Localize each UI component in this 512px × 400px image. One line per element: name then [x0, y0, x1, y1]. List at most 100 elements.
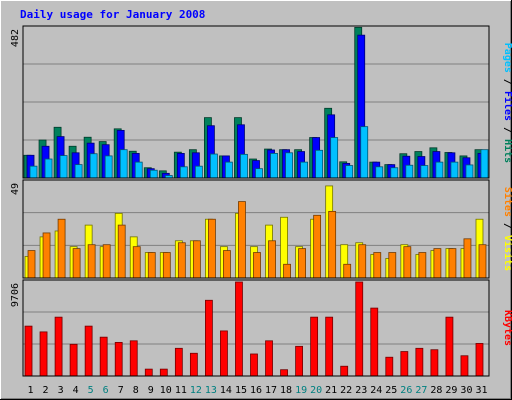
bar-pages-day-18 — [285, 152, 293, 179]
bar-sites-day-2 — [42, 232, 51, 279]
bar-kbytes-day-11 — [174, 347, 183, 377]
bar-kbytes-day-4 — [69, 343, 78, 377]
x-tick-label: 16 — [250, 385, 262, 396]
bar-sites-day-5 — [87, 244, 96, 279]
x-tick-label: 1 — [28, 385, 34, 396]
bar-kbytes-day-28 — [430, 349, 439, 377]
bar-kbytes-day-16 — [250, 353, 258, 377]
legend-visits-sites: Sites / Visits — [502, 187, 512, 271]
bar-kbytes-day-30 — [460, 355, 469, 377]
bar-sites-day-9 — [147, 252, 156, 279]
bar-pages-day-28 — [435, 161, 444, 179]
x-tick-label: 7 — [118, 385, 124, 396]
bar-kbytes-day-19 — [295, 345, 303, 377]
bar-sites-day-29 — [448, 248, 457, 279]
x-tick-label: 21 — [325, 385, 337, 396]
bar-sites-day-27 — [418, 252, 427, 279]
x-tick-label: 31 — [475, 385, 487, 396]
bar-pages-day-3 — [59, 155, 68, 179]
bar-sites-day-18 — [283, 263, 291, 279]
bar-pages-day-23 — [360, 126, 369, 179]
x-tick-label: 13 — [205, 385, 217, 396]
bar-pages-day-15 — [240, 153, 248, 179]
bar-kbytes-day-17 — [265, 340, 273, 377]
bar-pages-day-25 — [390, 167, 399, 179]
bar-pages-day-9 — [149, 169, 158, 179]
bar-pages-day-22 — [345, 165, 354, 179]
bar-sites-day-3 — [57, 218, 66, 279]
bar-pages-day-16 — [255, 168, 263, 179]
bar-kbytes-day-9 — [144, 368, 153, 377]
panel-kbytes: 9706 KBytes — [10, 279, 512, 377]
bar-pages-day-14 — [225, 161, 233, 179]
bar-kbytes-day-13 — [205, 299, 213, 377]
bar-kbytes-day-12 — [189, 352, 198, 377]
bar-kbytes-day-29 — [445, 316, 454, 377]
bar-sites-day-19 — [298, 248, 306, 279]
bar-sites-day-31 — [478, 244, 487, 279]
bar-sites-day-20 — [313, 214, 322, 279]
bar-pages-day-13 — [210, 153, 218, 179]
bar-pages-day-21 — [330, 137, 339, 179]
x-tick-label: 25 — [385, 385, 397, 396]
x-tick-label: 17 — [265, 385, 277, 396]
bar-kbytes-day-23 — [355, 281, 364, 377]
bar-sites-day-1 — [27, 250, 36, 279]
x-tick-label: 30 — [460, 385, 472, 396]
x-tick-label: 4 — [73, 385, 79, 396]
legend-word: / — [502, 217, 512, 235]
bar-pages-day-1 — [29, 165, 38, 179]
x-tick-label: 23 — [355, 385, 367, 396]
bar-kbytes-day-20 — [310, 316, 319, 377]
bar-sites-day-10 — [162, 252, 171, 279]
bar-pages-day-6 — [104, 155, 113, 179]
bar-sites-day-12 — [192, 240, 201, 279]
bar-kbytes-day-21 — [325, 316, 334, 377]
panels-layer: 482 Pages / Files / Hits 49 Sites / Visits 9… — [10, 25, 512, 377]
bar-sites-day-24 — [373, 252, 382, 279]
bar-kbytes-day-6 — [99, 336, 108, 377]
bar-pages-day-4 — [74, 164, 83, 179]
y-max-label: 49 — [10, 183, 21, 195]
bar-kbytes-day-14 — [220, 330, 228, 377]
bar-kbytes-day-27 — [415, 347, 424, 377]
bar-kbytes-day-2 — [39, 331, 48, 377]
bar-pages-day-24 — [375, 166, 384, 179]
bar-sites-day-7 — [117, 224, 126, 279]
bar-pages-day-19 — [300, 161, 308, 179]
x-tick-label: 28 — [430, 385, 442, 396]
x-tick-label: 9 — [148, 385, 154, 396]
plot-border — [22, 279, 490, 377]
bar-pages-day-12 — [194, 165, 203, 179]
bar-kbytes-day-5 — [84, 325, 93, 377]
x-tick-label: 6 — [103, 385, 109, 396]
legend-word: KBytes — [502, 310, 512, 346]
bar-kbytes-day-15 — [235, 281, 243, 377]
bar-kbytes-day-3 — [54, 316, 63, 377]
bar-kbytes-day-25 — [385, 356, 394, 377]
x-tick-label: 24 — [370, 385, 382, 396]
x-tick-label: 20 — [310, 385, 322, 396]
bar-pages-day-27 — [420, 165, 429, 179]
bar-kbytes-day-18 — [280, 369, 288, 377]
legend-word: Hits — [502, 139, 512, 163]
bar-sites-day-30 — [463, 238, 472, 279]
bar-kbytes-day-24 — [370, 307, 379, 377]
bar-sites-day-28 — [433, 248, 442, 279]
bar-kbytes-day-7 — [114, 341, 123, 377]
bar-pages-day-20 — [315, 149, 324, 179]
bar-pages-day-30 — [465, 164, 474, 179]
bar-sites-day-26 — [403, 246, 412, 279]
bar-sites-day-6 — [102, 244, 111, 279]
x-tick-label: 8 — [133, 385, 139, 396]
x-tick-label: 18 — [280, 385, 292, 396]
bar-sites-day-23 — [358, 244, 367, 279]
y-max-label: 9706 — [10, 283, 21, 307]
y-max-label: 482 — [10, 29, 21, 47]
bar-sites-day-11 — [177, 242, 186, 279]
panel-pages-files-hits: 482 Pages / Files / Hits — [10, 25, 512, 179]
bar-sites-day-25 — [388, 252, 397, 279]
chart-title: Daily usage for January 2008 — [20, 8, 205, 21]
legend-word: Files — [502, 91, 512, 121]
